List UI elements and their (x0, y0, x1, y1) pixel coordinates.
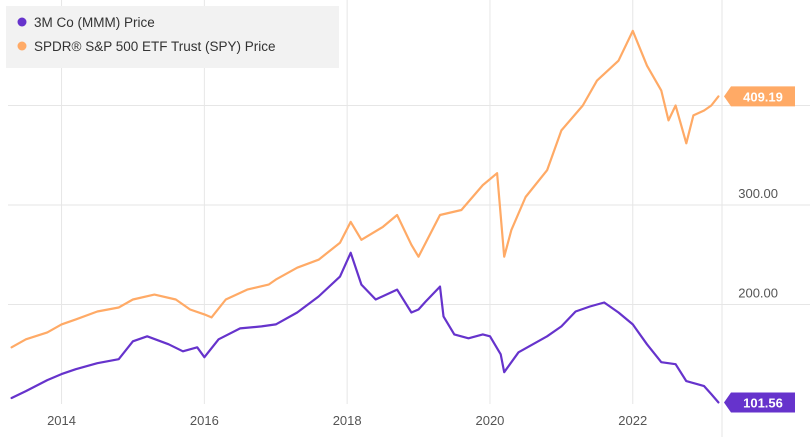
last-value-badge-spy (724, 86, 795, 107)
legend-label-spy: SPDR® S&P 500 ETF Trust (SPY) Price (34, 39, 276, 54)
legend-background (6, 6, 339, 68)
legend: 3M Co (MMM) Price SPDR® S&P 500 ETF Trus… (6, 6, 339, 68)
last-value-label-spy: 409.19 (743, 89, 783, 104)
last-value-badge-mmm (724, 392, 795, 413)
axis-labels: 2014 2016 2018 2020 2022 200.00 300.00 (47, 186, 778, 428)
y-tick-label: 200.00 (738, 286, 778, 301)
last-value-badges: 101.56 409.19 (724, 86, 795, 413)
last-value-label-mmm: 101.56 (743, 395, 783, 410)
series-lines (10, 29, 720, 404)
y-tick-label: 300.00 (738, 186, 778, 201)
x-tick-label: 2016 (190, 413, 219, 428)
series-line-spy (10, 29, 720, 349)
x-tick-label: 2022 (618, 413, 647, 428)
x-tick-label: 2014 (47, 413, 76, 428)
legend-label-mmm: 3M Co (MMM) Price (34, 15, 155, 30)
legend-swatch-spy (17, 41, 27, 51)
legend-swatch-mmm (17, 17, 27, 27)
series-line-mmm (10, 251, 720, 404)
x-tick-label: 2020 (475, 413, 504, 428)
x-tick-label: 2018 (333, 413, 362, 428)
